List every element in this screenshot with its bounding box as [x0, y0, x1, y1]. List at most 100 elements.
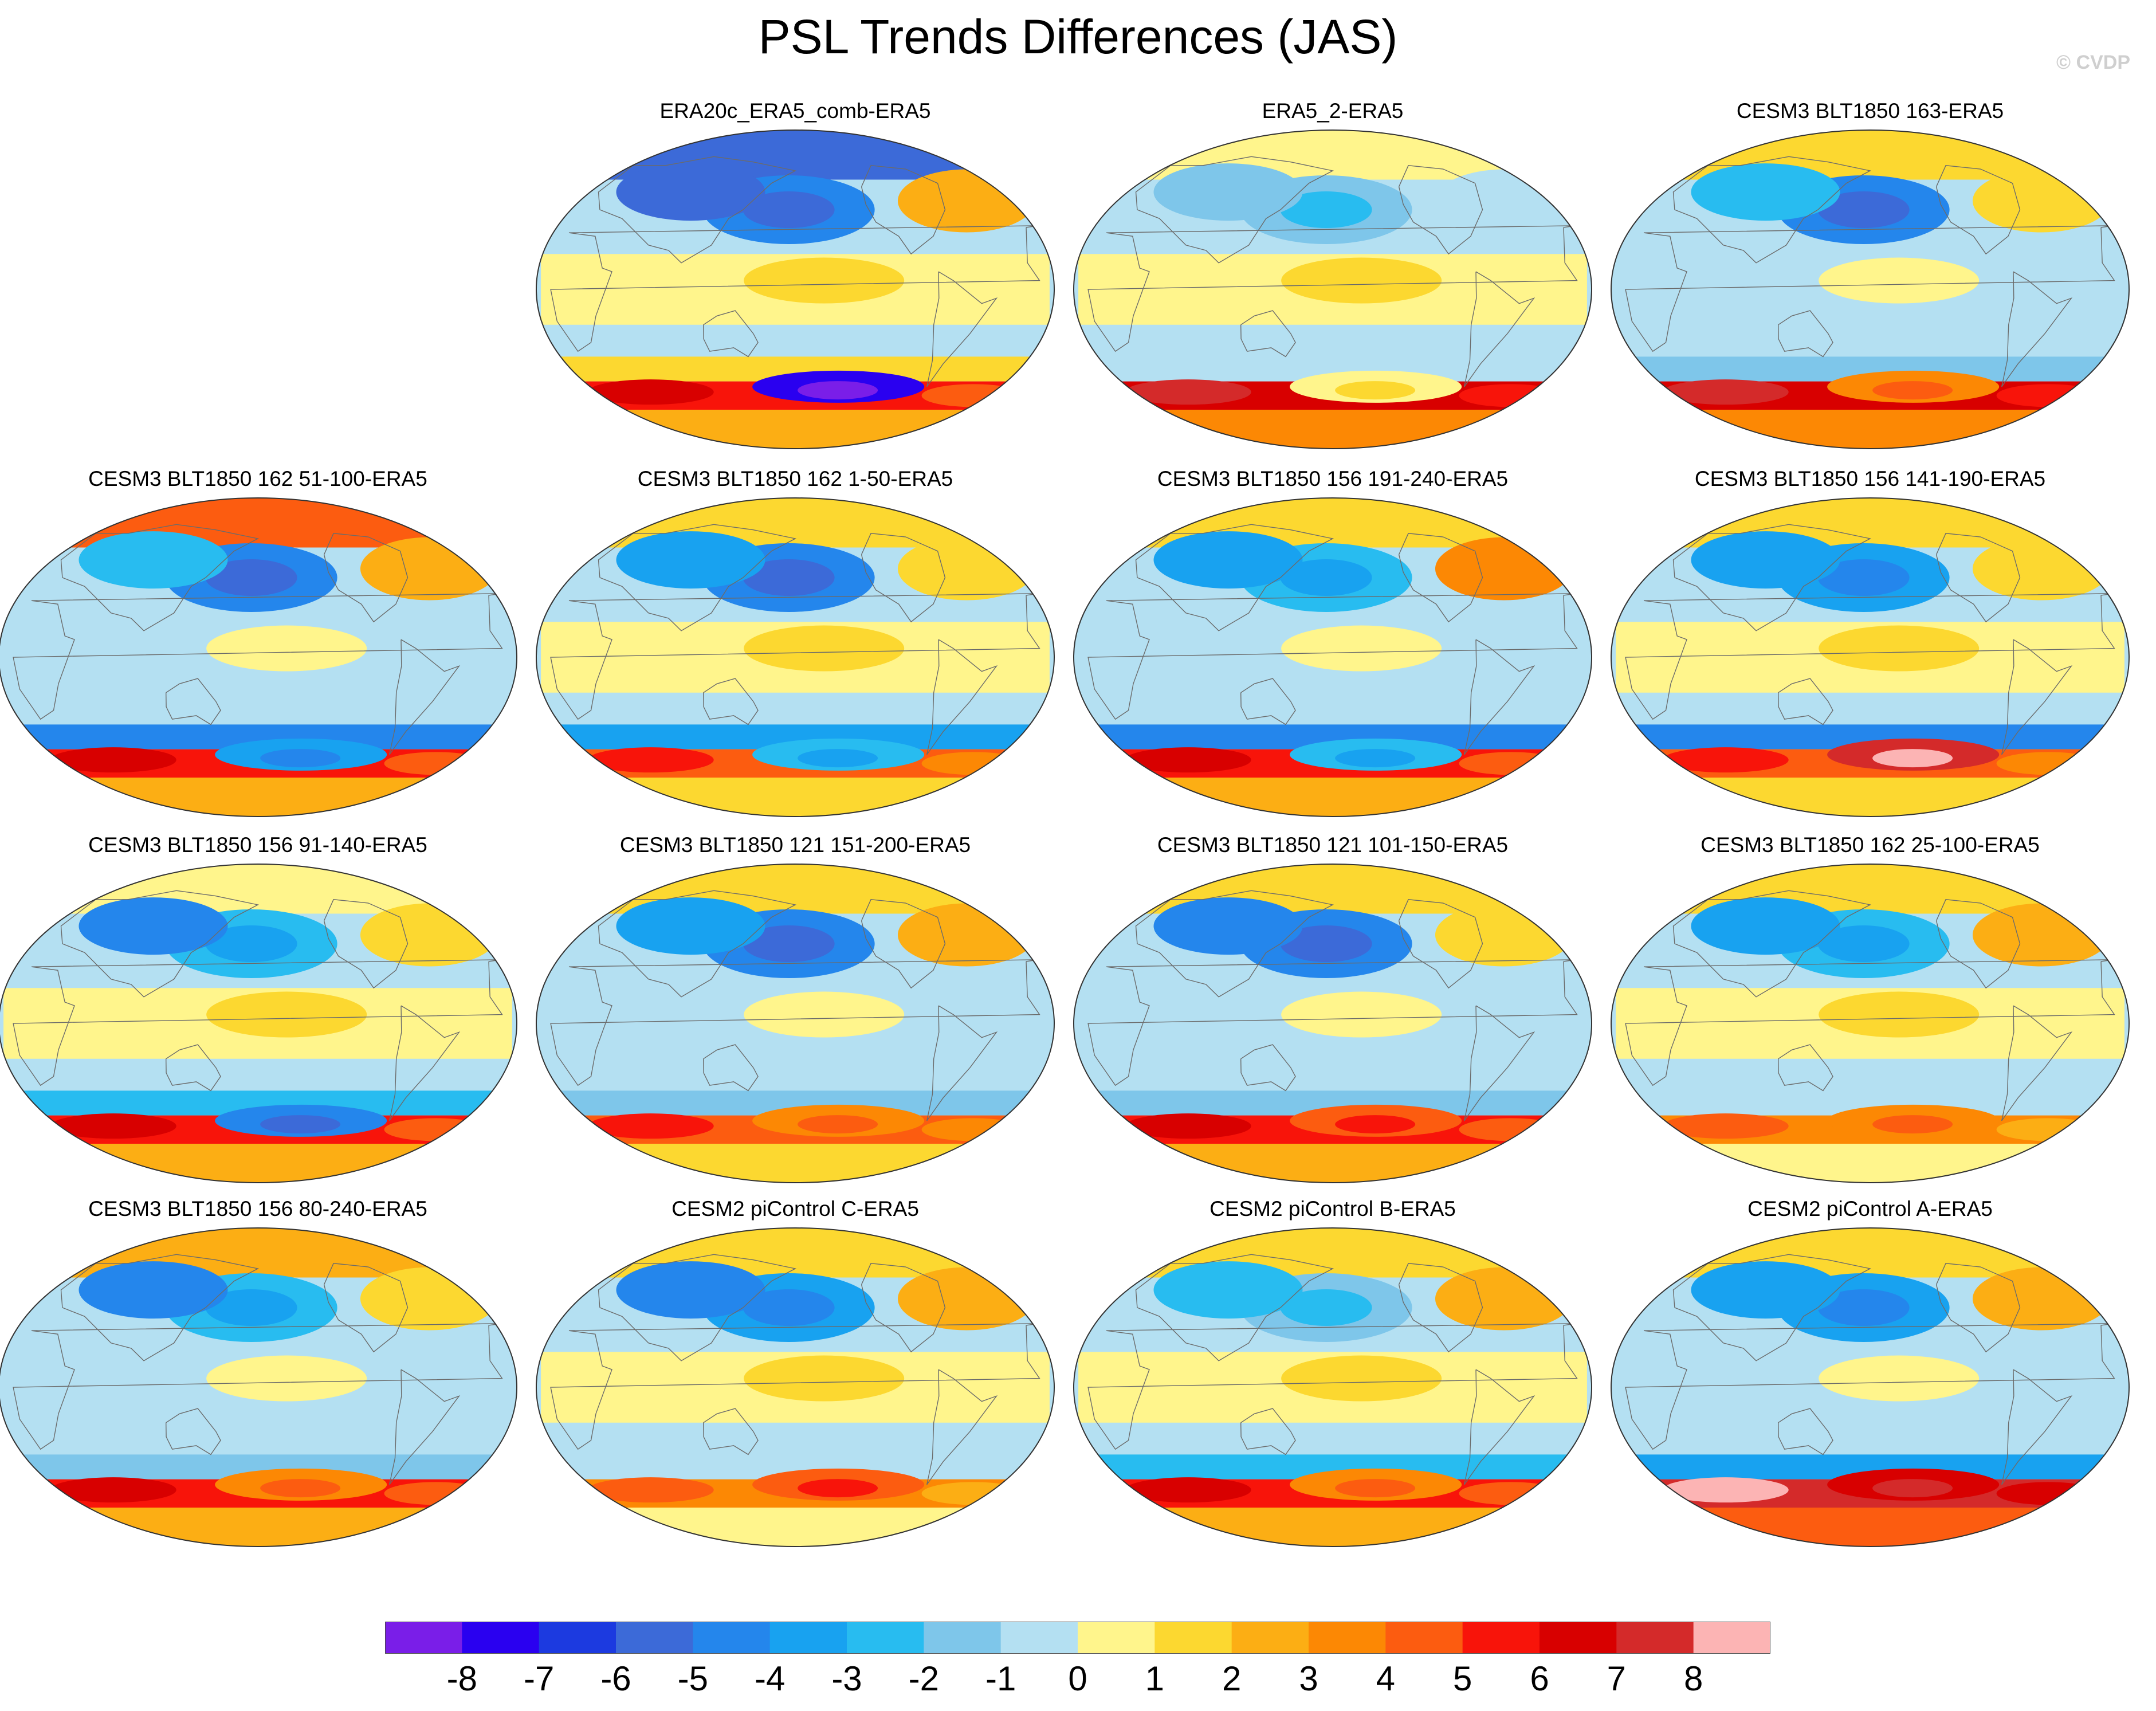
southern-midlat-band: [1628, 356, 2112, 382]
coastline: [1625, 225, 2115, 352]
coastline: [389, 1005, 461, 1121]
coastline: [1135, 890, 1334, 998]
asia-anomaly: [78, 897, 228, 955]
coastline: [1935, 165, 2021, 255]
coastline: [703, 1044, 759, 1092]
north-pacific-core: [743, 925, 835, 962]
north-atlantic-anomaly: [360, 537, 498, 601]
coastline: [1935, 899, 2021, 989]
map-panel: [1073, 129, 1592, 449]
coastline: [323, 533, 409, 623]
antarctic-band: [1134, 1508, 1531, 1547]
coastline: [389, 1369, 461, 1485]
south-atlantic-anomaly: [921, 752, 1025, 775]
map-border: [1611, 497, 2130, 817]
colorbar-tick-label: -1: [985, 1659, 1016, 1698]
antarctic-band: [1134, 778, 1531, 817]
coastline: [1135, 524, 1334, 631]
coastline: [1625, 959, 2115, 1086]
north-atlantic-anomaly: [1972, 903, 2110, 967]
map-border: [0, 497, 517, 817]
north-atlantic-anomaly: [897, 1267, 1035, 1331]
colorbar-swatch: [693, 1622, 771, 1654]
north-atlantic-anomaly: [1435, 903, 1573, 967]
indian-ocean-maximum: [587, 379, 714, 405]
coastline: [703, 678, 759, 725]
coastline: [1087, 1323, 1578, 1450]
south-pacific-core: [260, 749, 341, 768]
coastline: [323, 899, 409, 989]
coastline: [861, 165, 946, 255]
south-atlantic-anomaly: [384, 1482, 488, 1505]
south-pacific-core: [798, 1115, 878, 1134]
colorbar-tick-label: 8: [1683, 1659, 1703, 1698]
coastline: [1778, 1408, 1833, 1455]
coastline: [2001, 1369, 2073, 1485]
asia-anomaly: [616, 531, 765, 589]
map-field: [1074, 1228, 1592, 1547]
map-field: [1611, 498, 2129, 817]
south-atlantic-anomaly: [1459, 384, 1562, 407]
coastline: [166, 1408, 221, 1455]
colorbar-tick-label: -8: [446, 1659, 477, 1698]
indian-ocean-maximum: [50, 1477, 176, 1503]
panel-title: CESM3 BLT1850 162 1-50-ERA5: [637, 467, 953, 490]
south-pacific-core: [1335, 1479, 1416, 1498]
map-panel: [1611, 1227, 2130, 1547]
colorbar-swatch: [1231, 1622, 1309, 1654]
panel-title: CESM3 BLT1850 156 91-140-ERA5: [88, 833, 427, 857]
south-atlantic-anomaly: [384, 1118, 488, 1141]
coastline: [1625, 1323, 2115, 1450]
coastline: [1672, 156, 1872, 264]
coastline: [550, 593, 1040, 720]
north-pacific-core: [205, 1289, 297, 1326]
coastline: [598, 156, 797, 264]
map-field: [0, 498, 517, 817]
coastline: [550, 225, 1040, 352]
colorbar-tick-label: -4: [754, 1659, 786, 1698]
coastline: [166, 1044, 221, 1092]
coastline: [861, 533, 946, 623]
coastline: [1778, 310, 1833, 358]
coastline: [60, 1254, 260, 1361]
colorbar-swatch: [1540, 1622, 1617, 1654]
south-atlantic-anomaly: [1459, 1118, 1562, 1141]
coastline: [861, 1263, 946, 1353]
indian-ocean-maximum: [1125, 747, 1251, 773]
map-field: [536, 864, 1054, 1183]
antarctic-band: [59, 1144, 457, 1183]
central-pacific-anomaly: [206, 1355, 367, 1402]
map-border: [1073, 1227, 1592, 1547]
colorbar-tick-label: 0: [1068, 1659, 1087, 1698]
colorbar-swatch: [1000, 1622, 1078, 1654]
map-border: [0, 864, 517, 1183]
asia-anomaly: [616, 897, 765, 955]
south-pacific-core: [798, 381, 878, 400]
antarctic-band: [59, 778, 457, 817]
map-border: [536, 864, 1055, 1183]
map-border: [536, 497, 1055, 817]
map-field: [1611, 130, 2129, 449]
central-pacific-anomaly: [1281, 1355, 1442, 1402]
north-atlantic-anomaly: [1972, 1267, 2110, 1331]
indian-ocean-maximum: [1125, 379, 1251, 405]
coastline: [1672, 1254, 1872, 1361]
map-panel: [0, 497, 517, 817]
map-panel: [1611, 497, 2130, 817]
indian-ocean-maximum: [1662, 1113, 1789, 1139]
central-pacific-anomaly: [744, 1355, 905, 1402]
colorbar-swatch: [1693, 1622, 1770, 1654]
south-pacific-core: [260, 1115, 341, 1134]
coastline: [1240, 678, 1296, 725]
north-atlantic-anomaly: [360, 903, 498, 967]
panel-title: CESM3 BLT1850 162 51-100-ERA5: [88, 467, 427, 490]
colorbar-tick-label: 5: [1452, 1659, 1472, 1698]
north-pacific-core: [1280, 191, 1372, 228]
central-pacific-anomaly: [744, 625, 905, 672]
colorbar-tick-label: 4: [1376, 1659, 1396, 1698]
map-border: [1611, 1227, 2130, 1547]
map-field: [1611, 864, 2129, 1183]
coastline: [1935, 1263, 2021, 1353]
coastline: [550, 959, 1040, 1086]
panel-title: CESM3 BLT1850 156 141-190-ERA5: [1694, 467, 2046, 490]
